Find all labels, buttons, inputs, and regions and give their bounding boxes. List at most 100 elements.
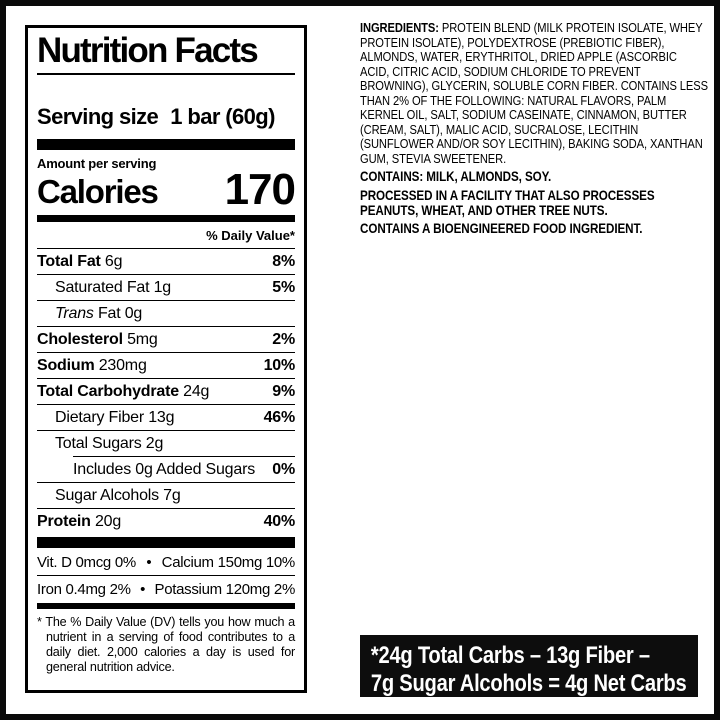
facility-statement: PROCESSED IN A FACILITY THAT ALSO PROCES…	[360, 187, 655, 219]
nutrient-name-text: Total Fat	[37, 252, 101, 270]
nutrient-name-text: Total Carbohydrate	[37, 382, 179, 400]
nutrient-dv: 8%	[272, 252, 295, 270]
nutrient-dv: 40%	[263, 512, 296, 530]
separator-bar-protein	[37, 536, 295, 548]
nutrient-row: Protein 20g 40%	[37, 509, 295, 534]
nutrient-amount: 230mg	[94, 356, 147, 374]
separator-bar-medium	[37, 214, 295, 222]
row-divider	[37, 325, 295, 327]
nutrient-amount: 2g	[141, 434, 164, 452]
ingredients-paragraph: INGREDIENTS: PROTEIN BLEND (MILK PROTEIN…	[360, 20, 708, 166]
calories-row: Calories 170	[37, 164, 296, 214]
calories-value: 170	[224, 164, 296, 214]
nutrient-amount: 24g	[178, 382, 210, 400]
nutrient-name: Total Fat 6g	[37, 253, 272, 271]
row-divider	[37, 481, 295, 483]
row-divider	[37, 403, 295, 405]
micro-left: Vit. D 0mcg 0%	[37, 553, 136, 571]
row-divider	[37, 429, 295, 431]
nutrient-amount: 7g	[158, 486, 181, 504]
nutrient-dv: 46%	[263, 408, 296, 426]
nutrient-name: Cholesterol 5mg	[37, 331, 272, 349]
nutrient-row: Cholesterol 5mg 2%	[37, 327, 295, 352]
nutrient-row: Trans Fat 0g	[37, 301, 295, 326]
micronutrient-row: Iron 0.4mg 2% • Potassium 120mg 2%	[37, 576, 295, 602]
bioengineered-statement: CONTAINS A BIOENGINEERED FOOD INGREDIENT…	[360, 221, 643, 237]
nutrient-name: Sodium 230mg	[37, 357, 264, 375]
allergen-statement: CONTAINS: MILK, ALMONDS, SOY.	[360, 169, 552, 185]
micronutrient-row: Vit. D 0mcg 0% • Calcium 150mg 10%	[37, 549, 295, 575]
nutrient-row: Sodium 230mg 10%	[37, 353, 295, 378]
nutrient-dv: 0%	[272, 460, 295, 478]
amount-per-serving-label: Amount per serving	[37, 155, 157, 171]
bullet-separator-icon: •	[146, 553, 152, 571]
net-carbs-text: *24g Total Carbs – 13g Fiber – 7g Sugar …	[360, 635, 698, 697]
ingredients-heading: INGREDIENTS:	[360, 20, 439, 35]
daily-value-footnote: * The % Daily Value (DV) tells you how m…	[37, 614, 295, 675]
row-divider	[37, 299, 295, 301]
row-divider	[37, 377, 295, 379]
ingredients-body: PROTEIN BLEND (MILK PROTEIN ISOLATE, WHE…	[360, 20, 708, 166]
nutrient-name: Saturated Fat 1g	[55, 279, 272, 297]
micro-right: Calcium 150mg 10%	[161, 553, 296, 571]
nutrient-name-text: Includes 0g Added Sugars	[73, 460, 256, 478]
nutrient-name: Trans Fat 0g	[55, 305, 295, 323]
net-carbs-line1: *24g Total Carbs – 13g Fiber –	[370, 642, 650, 669]
nutrient-dv: 2%	[272, 330, 295, 348]
net-carbs-box: *24g Total Carbs – 13g Fiber – 7g Sugar …	[360, 635, 698, 697]
ingredients-section: INGREDIENTS: PROTEIN BLEND (MILK PROTEIN…	[360, 20, 708, 237]
nutrient-amount: 5mg	[122, 330, 158, 348]
bullet-separator-icon: •	[140, 580, 146, 598]
nutrient-amount: 6g	[100, 252, 123, 270]
nutrient-name: Protein 20g	[37, 513, 264, 531]
nutrient-name-text: Total Sugars	[55, 434, 142, 452]
nutrient-row: Sugar Alcohols 7g	[37, 483, 295, 508]
calories-label: Calories	[37, 172, 159, 210]
micro-right: Potassium 120mg 2%	[154, 580, 295, 598]
nutrient-name-text: Dietary Fiber	[55, 408, 144, 426]
separator-bar-thick	[37, 138, 295, 150]
row-divider	[73, 455, 295, 457]
nutrient-name-text: Trans Fat	[55, 304, 121, 322]
daily-value-header: % Daily Value*	[37, 222, 295, 249]
nutrient-row: Saturated Fat 1g 5%	[37, 275, 295, 300]
row-divider	[37, 574, 295, 576]
nutrient-name: Total Sugars 2g	[55, 435, 295, 453]
spacer	[37, 75, 295, 104]
nutrient-name-text: Cholesterol	[37, 330, 123, 348]
nutrient-row: Total Sugars 2g	[37, 431, 295, 456]
nutrient-name: Total Carbohydrate 24g	[37, 383, 272, 401]
nutrient-name: Dietary Fiber 13g	[55, 409, 264, 427]
title-rule	[37, 72, 295, 75]
nutrient-name-text: Sugar Alcohols	[55, 486, 159, 504]
nutrition-facts-panel: Nutrition Facts Serving size 1 bar (60g)…	[25, 25, 307, 693]
row-divider	[37, 351, 295, 353]
nutrient-row: Total Fat 6g 8%	[37, 249, 295, 274]
nutrition-facts-title: Nutrition Facts	[37, 31, 259, 70]
row-divider	[37, 507, 295, 509]
separator-bar-small	[37, 602, 295, 609]
micro-left: Iron 0.4mg 2%	[37, 580, 131, 598]
micronutrient-rows: Vit. D 0mcg 0% • Calcium 150mg 10% Iron …	[37, 549, 295, 602]
nutrient-row: Includes 0g Added Sugars 0%	[37, 457, 295, 482]
serving-size-value: 1 bar (60g)	[170, 103, 275, 129]
serving-size-label: Serving size	[37, 103, 159, 129]
row-divider	[37, 273, 295, 275]
nutrient-name-text: Protein	[37, 512, 91, 530]
nutrient-dv: 9%	[272, 382, 295, 400]
net-carbs-line2: 7g Sugar Alcohols = 4g Net Carbs	[370, 670, 687, 697]
nutrient-amount: 0g	[120, 304, 143, 322]
nutrient-name: Sugar Alcohols 7g	[55, 487, 295, 505]
nutrient-amount: 1g	[149, 278, 172, 296]
nutrient-amount: 13g	[143, 408, 175, 426]
nutrient-row: Total Carbohydrate 24g 9%	[37, 379, 295, 404]
nutrient-dv: 5%	[272, 278, 295, 296]
nutrient-name-text: Saturated Fat	[55, 278, 150, 296]
nutrient-amount: 20g	[90, 512, 122, 530]
nutrient-row: Dietary Fiber 13g 46%	[37, 405, 295, 430]
serving-size-row: Serving size 1 bar (60g)	[37, 104, 295, 130]
nutrient-name-text: Sodium	[37, 356, 95, 374]
nutrient-rows: Total Fat 6g 8% Saturated Fat 1g 5% Tran…	[37, 249, 295, 534]
nutrient-dv: 10%	[263, 356, 296, 374]
